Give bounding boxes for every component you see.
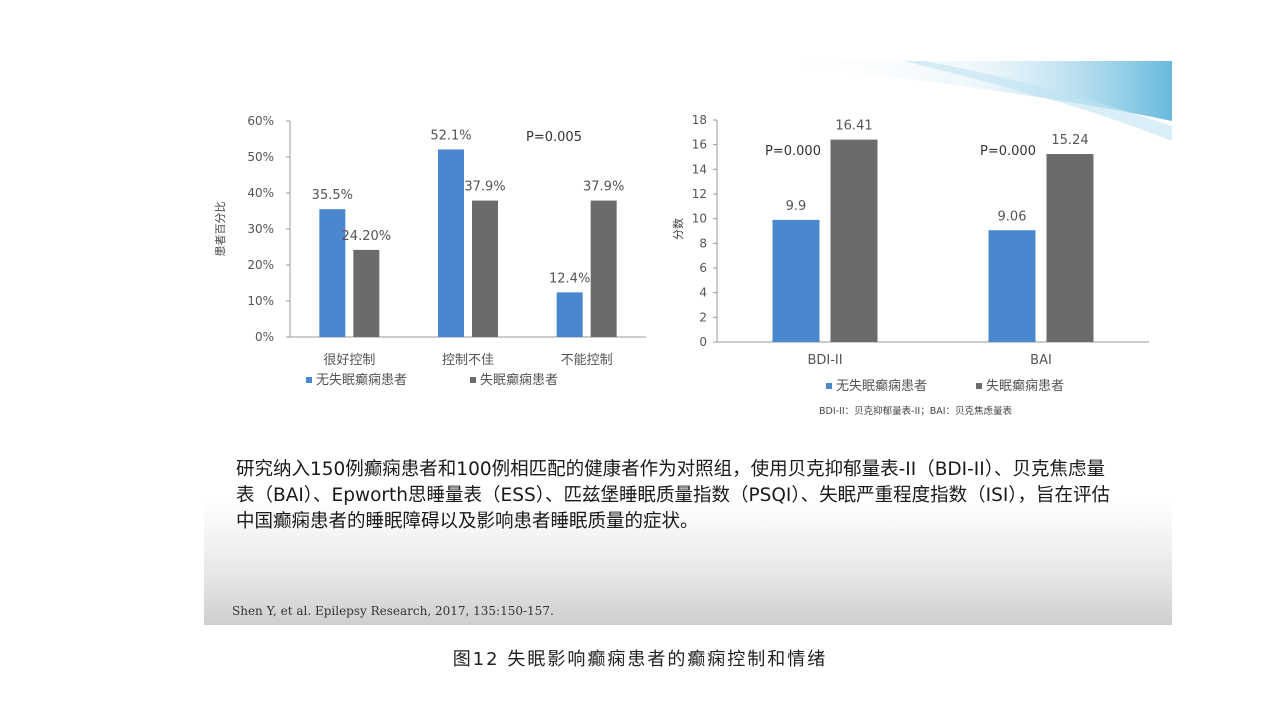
p-value-annotation: P=0.000 xyxy=(980,144,1036,159)
left-category-label: 很好控制 xyxy=(323,353,375,368)
bar xyxy=(556,292,583,337)
slide-header-decoration xyxy=(764,61,1172,141)
bar xyxy=(1046,154,1094,342)
bar-value-label: 9.9 xyxy=(786,199,807,214)
p-value-annotation: P=0.005 xyxy=(526,130,582,145)
bar xyxy=(830,139,878,342)
bar xyxy=(590,200,617,337)
left-y-tick-label: 20% xyxy=(247,258,274,272)
legend-swatch xyxy=(976,383,982,389)
p-value-annotation: P=0.000 xyxy=(765,144,821,159)
right-y-tick-label: 18 xyxy=(692,113,707,127)
right-chart-bars xyxy=(772,139,1094,342)
legend-label: 失眠癫痫患者 xyxy=(480,372,558,388)
left-category-label: 控制不佳 xyxy=(442,353,494,368)
bar-value-label: 9.06 xyxy=(998,209,1027,224)
left-y-tick-label: 10% xyxy=(247,294,274,308)
bar-value-label: 37.9% xyxy=(583,180,624,195)
legend-swatch xyxy=(826,383,832,389)
legend-swatch xyxy=(470,377,476,383)
bar xyxy=(319,209,346,337)
bar-value-label: 16.41 xyxy=(835,119,872,134)
right-y-tick-label: 8 xyxy=(699,236,707,250)
bar-value-label: 15.24 xyxy=(1051,133,1088,148)
slide: 0% 10% 20% 30% 40% 50% 60% 患者百分比 35.5% 24.20% 很好控… xyxy=(204,61,1172,625)
left-y-tick-label: 30% xyxy=(247,222,274,236)
right-chart-legend: 无失眠癫痫患者 失眠癫痫患者 BDI-II：贝克抑郁量表-II；BAI：贝克焦虑量表 xyxy=(819,378,1064,417)
legend-swatch xyxy=(306,377,312,383)
bar-value-label: 35.5% xyxy=(312,188,353,203)
left-y-tick-label: 40% xyxy=(247,186,274,200)
left-chart-bars xyxy=(319,149,617,337)
right-y-tick-label: 6 xyxy=(699,261,707,275)
legend-label: 无失眠癫痫患者 xyxy=(316,372,407,388)
right-y-tick-label: 16 xyxy=(692,138,707,152)
left-category-label: 不能控制 xyxy=(561,353,613,368)
left-y-axis-title: 患者百分比 xyxy=(214,202,227,257)
bar xyxy=(438,149,464,337)
citation: Shen Y, et al. Epilepsy Research, 2017, … xyxy=(232,604,554,618)
legend-label: 无失眠癫痫患者 xyxy=(836,378,927,394)
legend-label: 失眠癫痫患者 xyxy=(986,378,1064,394)
right-y-tick-label: 12 xyxy=(692,187,707,201)
right-category-label: BDI-II xyxy=(807,353,842,368)
left-chart-labels: 35.5% 24.20% 很好控制 52.1% 37.9% 控制不佳 12.4% 37.9% 不… xyxy=(312,128,625,368)
bar xyxy=(772,219,820,342)
bar xyxy=(988,230,1036,342)
bar-value-label: 52.1% xyxy=(430,128,471,143)
left-y-tick-label: 0% xyxy=(255,330,274,344)
chart-seizure-control: 0% 10% 20% 30% 40% 50% 60% 患者百分比 35.5% 24.20% 很好控… xyxy=(214,114,646,388)
right-y-tick-label: 0 xyxy=(699,335,707,349)
bar-value-label: 24.20% xyxy=(342,229,392,244)
right-y-axis-title: 分数 xyxy=(672,218,685,240)
left-chart-legend: 无失眠癫痫患者 失眠癫痫患者 xyxy=(306,372,558,388)
bar-value-label: 12.4% xyxy=(549,271,590,286)
study-description: 研究纳入150例癫痫患者和100例相匹配的健康者作为对照组，使用贝克抑郁量表-I… xyxy=(236,459,1111,532)
bar xyxy=(472,200,498,337)
figure-caption: 图12 失眠影响癫痫患者的癫痫控制和情绪 xyxy=(452,649,828,670)
bar xyxy=(353,249,380,337)
chart-depression-anxiety: 0 2 4 6 8 10 12 14 16 18 分数 9.9 16.41 BDI-II 9.06 15.2… xyxy=(672,113,1149,417)
right-y-tick-label: 10 xyxy=(692,212,707,226)
right-y-tick-label: 2 xyxy=(699,310,707,324)
chart-footnote: BDI-II：贝克抑郁量表-II；BAI：贝克焦虑量表 xyxy=(819,405,1013,417)
left-y-tick-label: 50% xyxy=(247,150,274,164)
left-y-tick-label: 60% xyxy=(247,114,274,128)
right-y-tick-label: 4 xyxy=(699,286,707,300)
right-y-tick-label: 14 xyxy=(692,162,707,176)
left-chart-axes: 0% 10% 20% 30% 40% 50% 60% 患者百分比 xyxy=(214,114,646,344)
bar-value-label: 37.9% xyxy=(464,180,505,195)
right-chart-labels: 9.9 16.41 BDI-II 9.06 15.24 BAI P=0.000 P=0.000 xyxy=(765,119,1089,368)
right-category-label: BAI xyxy=(1030,353,1052,368)
